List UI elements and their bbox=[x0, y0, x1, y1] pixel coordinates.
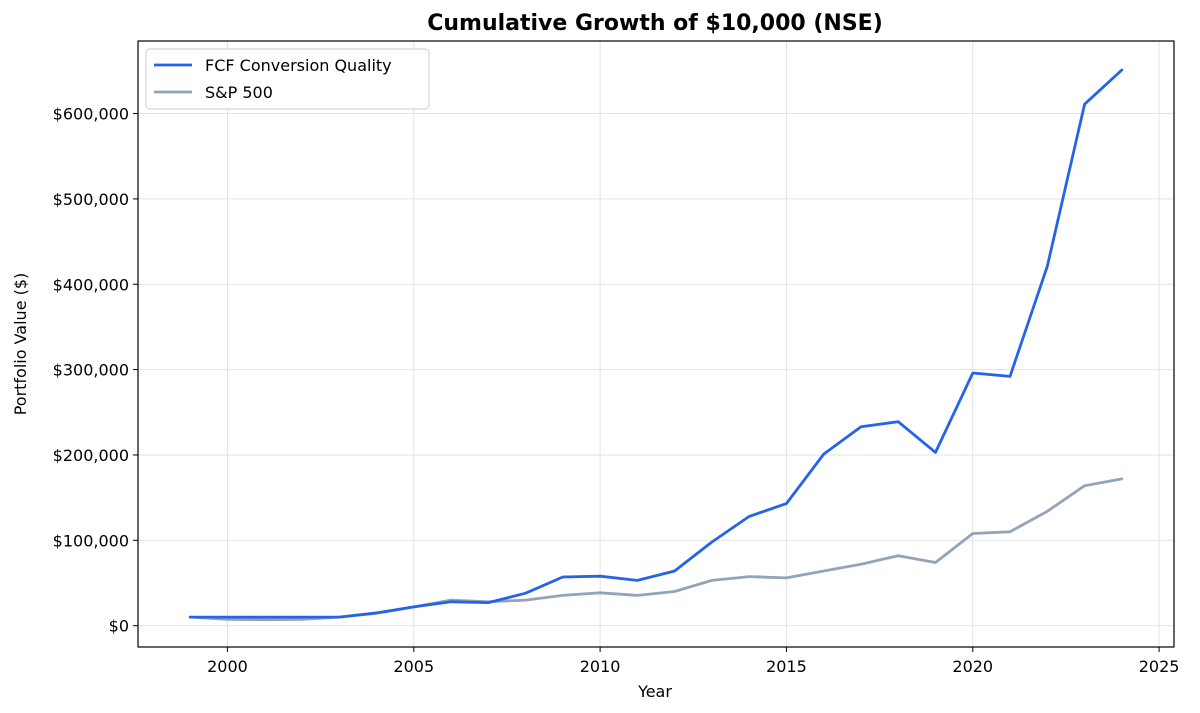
x-tick-label: 2000 bbox=[207, 657, 248, 676]
y-tick-label: $200,000 bbox=[53, 446, 129, 465]
y-tick-label: $300,000 bbox=[53, 361, 129, 380]
series-line-fcf-conversion-quality bbox=[188, 68, 1124, 619]
legend-label: S&P 500 bbox=[205, 83, 273, 102]
legend: FCF Conversion Quality S&P 500 bbox=[145, 48, 430, 110]
legend-label: FCF Conversion Quality bbox=[205, 56, 392, 75]
x-tick-label: 2020 bbox=[952, 657, 993, 676]
x-tick-label: 2010 bbox=[580, 657, 621, 676]
y-tick-label: $600,000 bbox=[53, 105, 129, 124]
y-axis-label: Portfolio Value ($) bbox=[11, 273, 30, 416]
series-layer bbox=[188, 68, 1124, 622]
x-axis-label: Year bbox=[637, 682, 672, 701]
x-tick-label: 2005 bbox=[393, 657, 434, 676]
plot-frame bbox=[137, 40, 1175, 648]
x-tick-label: 2025 bbox=[1139, 657, 1180, 676]
chart-title: Cumulative Growth of $10,000 (NSE) bbox=[427, 11, 883, 36]
y-tick-label: $400,000 bbox=[53, 275, 129, 294]
y-tick-label: $100,000 bbox=[53, 531, 129, 550]
y-axis-ticks: $0 $100,000 $200,000 $300,000 $400,000 $500,0… bbox=[53, 105, 138, 636]
x-axis-ticks: 2000 2005 2010 2015 2020 2025 bbox=[207, 647, 1179, 676]
y-tick-label: $0 bbox=[109, 617, 129, 636]
legend-box bbox=[145, 48, 430, 110]
x-tick-label: 2015 bbox=[766, 657, 807, 676]
grid bbox=[138, 41, 1174, 647]
y-tick-label: $500,000 bbox=[53, 190, 129, 209]
